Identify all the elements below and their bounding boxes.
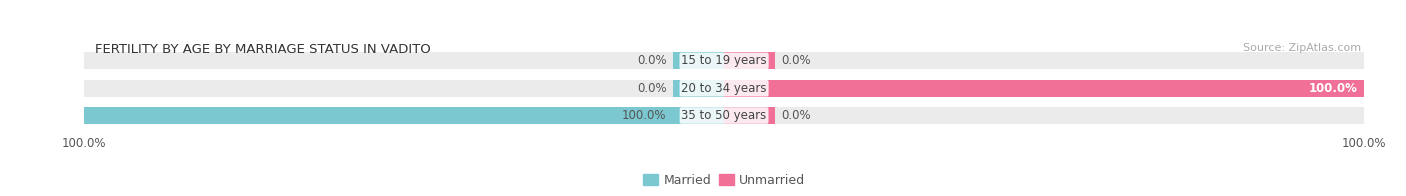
Text: 35 to 50 years: 35 to 50 years [682,109,766,122]
Bar [84,107,724,124]
Bar [724,52,775,69]
Bar [84,52,724,69]
Bar [724,52,1364,69]
Text: 0.0%: 0.0% [782,109,811,122]
Bar [84,80,724,97]
Text: 20 to 34 years: 20 to 34 years [682,82,766,95]
Bar [84,107,724,124]
Bar [724,80,1364,97]
Text: 0.0%: 0.0% [782,54,811,67]
Bar [724,107,1364,124]
Text: 0.0%: 0.0% [637,82,666,95]
Text: Source: ZipAtlas.com: Source: ZipAtlas.com [1243,43,1361,53]
Bar [673,52,724,69]
Bar [724,107,775,124]
Bar [724,80,1364,97]
Legend: Married, Unmarried: Married, Unmarried [638,169,810,192]
Text: 100.0%: 100.0% [621,109,666,122]
Text: 0.0%: 0.0% [637,54,666,67]
Text: FERTILITY BY AGE BY MARRIAGE STATUS IN VADITO: FERTILITY BY AGE BY MARRIAGE STATUS IN V… [94,43,430,56]
Text: 100.0%: 100.0% [1309,82,1357,95]
Text: 15 to 19 years: 15 to 19 years [682,54,766,67]
Bar [673,80,724,97]
